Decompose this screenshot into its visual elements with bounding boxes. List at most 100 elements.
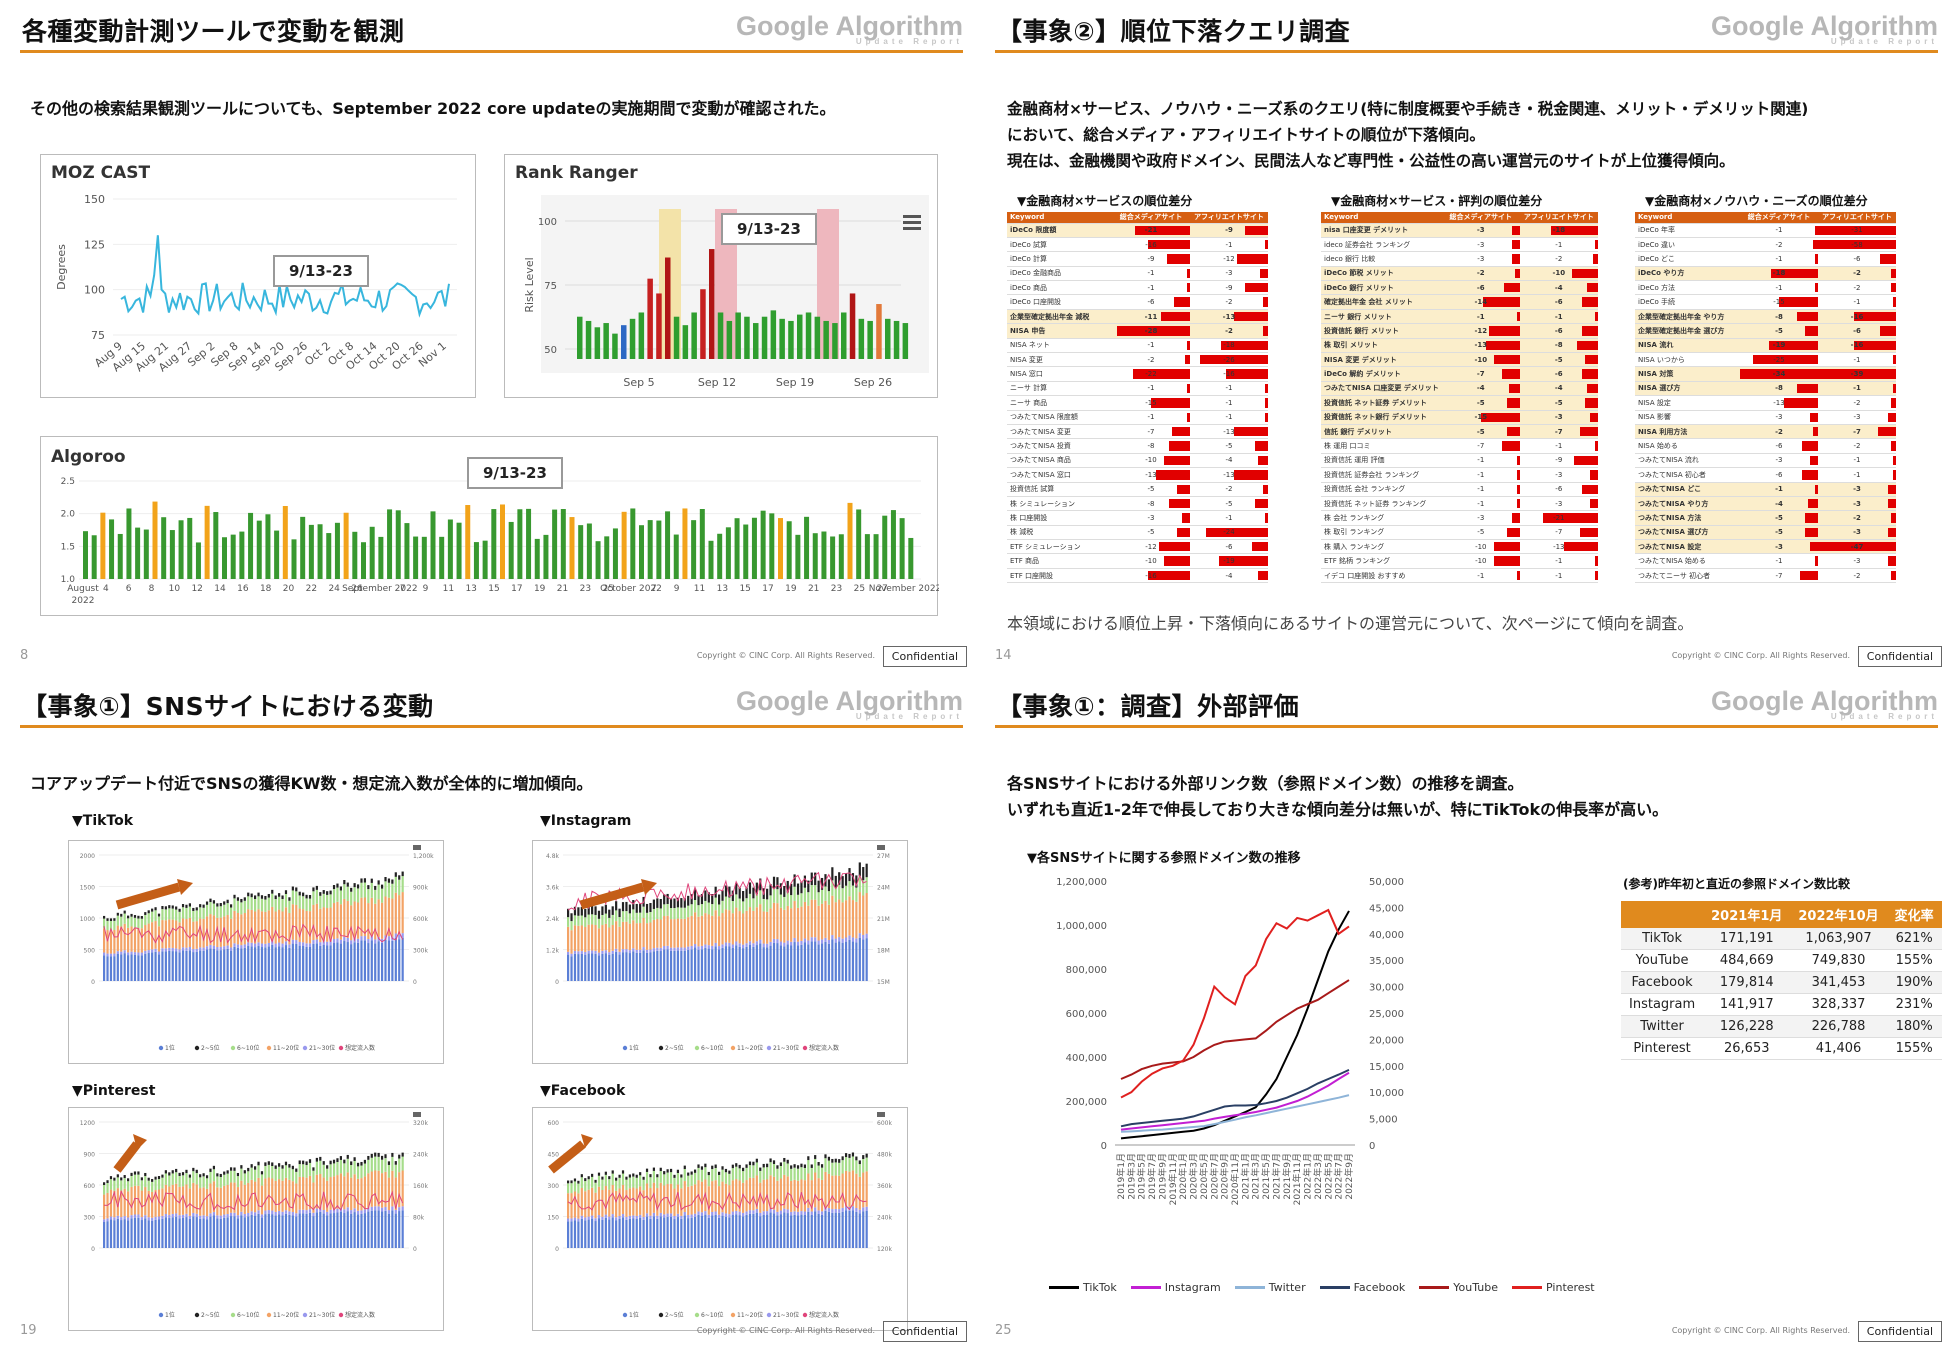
stacked-bar-segment: [257, 1213, 260, 1248]
stacked-bar-segment: [212, 945, 216, 950]
rank-diff-cell: -3: [1818, 525, 1896, 541]
stacked-bar-segment: [855, 1211, 858, 1248]
stacked-bar-segment: [851, 873, 855, 886]
stacked-bar-segment: [748, 1177, 752, 1211]
stacked-bar-segment: [762, 1163, 765, 1168]
stacked-bar-segment: [305, 898, 308, 911]
stacked-bar-segment: [844, 1157, 848, 1171]
stacked-bar-segment: [786, 1163, 789, 1177]
stacked-bar-segment: [308, 895, 312, 899]
stacked-bar-segment: [735, 945, 738, 981]
stacked-bar-segment: [154, 907, 157, 911]
stacked-bar-segment: [676, 1169, 680, 1174]
stacked-bar-segment: [308, 911, 312, 944]
stacked-bar-segment: [133, 952, 137, 955]
stacked-bar-segment: [735, 1163, 738, 1167]
stacked-bar-segment: [807, 1173, 810, 1208]
stacked-bar-segment: [731, 1211, 734, 1216]
stacked-bar-segment: [243, 1213, 246, 1218]
stacked-bar-segment: [147, 1220, 150, 1248]
stacked-bar-segment: [814, 872, 817, 886]
volatility-bar: [395, 510, 401, 579]
stacked-bar-segment: [628, 1177, 631, 1189]
stacked-bar-segment: [192, 910, 195, 922]
legend-label: 11~20位: [273, 1044, 299, 1052]
x-tick-label: 13: [465, 584, 476, 594]
stacked-bar-segment: [380, 942, 384, 981]
menu-icon[interactable]: [903, 215, 921, 230]
y-tick-label-right: 0: [413, 1246, 417, 1253]
rank-diff-cell: -5: [1740, 525, 1818, 541]
rank-diff-bar: [1187, 412, 1190, 422]
rank-diff-cell: -3: [1740, 539, 1818, 555]
stacked-bar-segment: [584, 1217, 587, 1221]
rank-diff-cell: -3: [1740, 410, 1818, 425]
risk-bar: [788, 320, 794, 359]
y-tick-label: 50: [544, 345, 557, 356]
stacked-bar-segment: [814, 1158, 817, 1173]
stacked-bar-segment: [161, 948, 164, 952]
x-tick-label: 2020年11月: [1229, 1153, 1241, 1205]
stacked-bar-segment: [591, 905, 594, 915]
stacked-bar-segment: [625, 921, 628, 950]
stacked-bar-segment: [260, 1185, 264, 1215]
stacked-bar-segment: [769, 1158, 772, 1163]
rank-diff-cell: -6: [1519, 482, 1598, 497]
x-tick-label: Sep 12: [698, 376, 736, 389]
stacked-bar-segment: [308, 898, 312, 912]
rank-diff-cell: -21: [1112, 223, 1190, 238]
stacked-bar-segment: [367, 939, 370, 944]
trend-arrow: [579, 882, 645, 910]
stacked-bar-segment: [247, 892, 250, 897]
stacked-bar-segment: [353, 1212, 356, 1248]
risk-bar: [577, 316, 583, 359]
volatility-bar: [717, 533, 723, 579]
stacked-bar-segment: [570, 1193, 573, 1219]
stacked-bar-segment: [714, 1211, 717, 1215]
rank-diff-cell: -12: [1112, 539, 1190, 555]
stacked-bar-segment: [250, 893, 253, 898]
stacked-bar-segment: [274, 1168, 277, 1181]
keyword-cell: 株 取引 メリット: [1321, 338, 1442, 354]
rank-diff-cell: -3: [1441, 237, 1520, 253]
rank-diff-cell: -2: [1519, 251, 1598, 267]
legend-label: Instagram: [1164, 1281, 1221, 1294]
stacked-bar-segment: [219, 946, 222, 951]
volatility-bar: [447, 519, 453, 579]
rank-diff-cell: -2: [1818, 280, 1896, 296]
stacked-bar-segment: [748, 941, 752, 945]
stacked-bar-segment: [243, 1217, 246, 1248]
stacked-bar-segment: [343, 884, 346, 899]
stacked-bar-segment: [322, 941, 325, 946]
stacked-bar-segment: [707, 1217, 710, 1248]
stacked-bar-segment: [642, 1190, 645, 1217]
stacked-bar-segment: [728, 886, 731, 898]
stacked-bar-segment: [353, 942, 356, 981]
rank-diff-bar: [1265, 398, 1268, 408]
stacked-bar-segment: [164, 1170, 167, 1174]
stacked-bar-segment: [608, 954, 611, 981]
stacked-bar-segment: [831, 1212, 834, 1248]
stacked-bar-segment: [133, 1171, 137, 1175]
stacked-bar-segment: [676, 907, 680, 919]
risk-bar: [902, 323, 909, 359]
stacked-bar-segment: [766, 888, 769, 900]
stacked-bar-segment: [120, 951, 123, 955]
stacked-bar-segment: [800, 893, 803, 907]
legend-item: TikTok: [1049, 1281, 1117, 1294]
stacked-bar-segment: [601, 925, 604, 951]
stacked-bar-segment: [714, 1180, 717, 1212]
legend-label: 想定流入数: [345, 1311, 375, 1319]
stacked-bar-segment: [236, 947, 240, 981]
stacked-bar-segment: [394, 876, 397, 893]
stacked-bar-segment: [216, 1176, 219, 1188]
stacked-bar-segment: [800, 881, 803, 894]
stacked-bar-segment: [168, 919, 171, 948]
volatility-bar: [169, 530, 175, 579]
legend-label: 1位: [165, 1044, 175, 1052]
stacked-bar-segment: [762, 911, 765, 944]
table-row: 株 口座開設 -3 -1: [1007, 510, 1268, 526]
stacked-bar-segment: [714, 897, 717, 911]
stacked-bar-segment: [305, 1213, 308, 1248]
